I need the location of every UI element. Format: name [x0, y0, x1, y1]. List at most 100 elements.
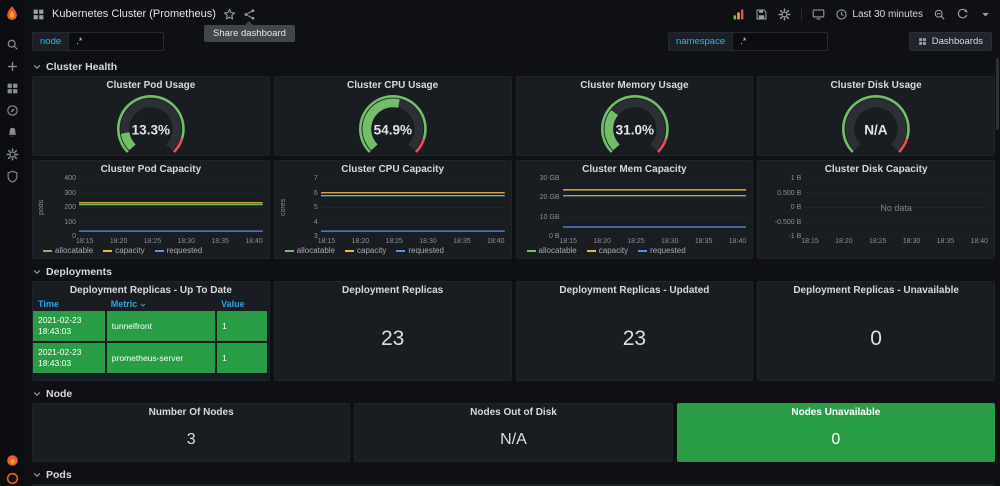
sidebar-item-dashboards[interactable]: [6, 82, 19, 95]
share-dashboard-button[interactable]: [243, 8, 256, 21]
panel-title[interactable]: Deployment Replicas - Unavailable: [793, 285, 959, 296]
time-range-picker[interactable]: Last 30 minutes: [835, 8, 923, 21]
stat-value: 0: [870, 326, 882, 350]
sidebar-item-explore[interactable]: [6, 104, 19, 117]
panel-title[interactable]: Cluster Disk Capacity: [824, 164, 928, 175]
panel-title[interactable]: Deployment Replicas - Updated: [559, 285, 710, 296]
panel-title[interactable]: Number Of Nodes: [148, 407, 234, 418]
table-cell-value: 1: [216, 311, 269, 344]
column-header-time[interactable]: Time: [38, 299, 59, 309]
navbar-actions: Last 30 minutes: [732, 7, 992, 21]
panel-title[interactable]: Cluster CPU Usage: [347, 80, 439, 91]
node-variable-input[interactable]: .*: [68, 32, 165, 51]
table-body: 2021-02-23 18:43:03 tunnelfront 1 2021-02-2…: [33, 311, 269, 376]
panel-title[interactable]: Cluster Pod Usage: [106, 80, 196, 91]
save-dashboard-button[interactable]: [755, 8, 768, 21]
row-title: Pods: [46, 468, 72, 481]
sidebar-item-server-admin[interactable]: [6, 170, 19, 183]
cycle-view-mode-button[interactable]: [812, 8, 825, 21]
panel-title[interactable]: Nodes Out of Disk: [470, 407, 557, 418]
user-avatar[interactable]: [6, 454, 19, 467]
sidebar-item-alerting[interactable]: [6, 126, 19, 139]
dashboards-button-label: Dashboards: [931, 36, 983, 47]
time-series-chart[interactable]: [563, 178, 747, 237]
chart-legend: allocatable capacity requested: [284, 246, 511, 255]
gauge-chart: 13.3%: [116, 95, 185, 153]
grafana-flame-icon: [7, 6, 17, 21]
row-deployments[interactable]: Deployments: [32, 263, 995, 280]
row-pods[interactable]: Pods: [32, 466, 995, 483]
sidebar-item-search[interactable]: [6, 38, 19, 51]
dashboards-quick-button[interactable]: Dashboards: [908, 32, 992, 51]
row-cluster-health[interactable]: Cluster Health: [32, 58, 995, 75]
time-range-label: Last 30 minutes: [852, 8, 923, 20]
y-axis-tick: 7: [313, 175, 318, 182]
refresh-button[interactable]: [956, 8, 969, 21]
caret-down-icon: [982, 12, 989, 17]
column-header-metric[interactable]: Metric: [106, 297, 216, 311]
panel-number-of-nodes: Number Of Nodes 3: [32, 403, 351, 462]
legend-item-allocatable[interactable]: allocatable: [526, 246, 577, 255]
row-node[interactable]: Node: [32, 385, 995, 402]
time-series-chart[interactable]: [804, 178, 988, 237]
legend-item-capacity[interactable]: capacity: [586, 246, 628, 255]
x-axis-tick: 18:30: [661, 238, 679, 245]
chevron-down-icon: [33, 391, 41, 396]
star-dashboard-button[interactable]: [223, 7, 236, 21]
table-cell-time: 2021-02-23 18:43:03: [33, 311, 107, 344]
panel-title[interactable]: Cluster Mem Capacity: [582, 164, 687, 175]
y-axis-tick: -0.500 B: [774, 218, 802, 226]
deployments-row: Deployment Replicas - Up To Date Time Me…: [32, 281, 995, 381]
panel-title[interactable]: Deployment Replicas: [342, 285, 444, 296]
stat-value: 3: [186, 431, 196, 448]
refresh-interval-dropdown[interactable]: [979, 8, 992, 21]
legend-item-allocatable[interactable]: allocatable: [43, 246, 93, 255]
sidebar-bottom: [0, 454, 24, 485]
row-title: Deployments: [46, 265, 112, 278]
x-axis-ticks: 18:15 18:20 18:25 18:30 18:35 18:40: [76, 238, 263, 245]
sidebar-item-create[interactable]: [6, 60, 19, 73]
legend-item-capacity[interactable]: capacity: [103, 246, 145, 255]
panel-cluster-pod-usage: Cluster Pod Usage 13.3%: [32, 76, 270, 156]
row-title: Cluster Health: [46, 60, 118, 73]
y-axis-tick: 400: [64, 175, 76, 182]
zoom-out-button[interactable]: [933, 8, 946, 21]
chart-legend: allocatable capacity requested: [43, 246, 269, 255]
gear-icon: [778, 7, 791, 21]
panel-title[interactable]: Cluster Disk Usage: [830, 80, 922, 91]
y-axis-ticks: 400 300 200 100 0: [46, 175, 79, 240]
plus-icon: [7, 62, 17, 71]
column-header-value[interactable]: Value: [221, 299, 245, 309]
sidebar-item-help[interactable]: [6, 472, 19, 485]
legend-item-requested[interactable]: requested: [396, 246, 444, 255]
x-axis-tick: 18:35: [453, 238, 471, 245]
table-row[interactable]: 2021-02-23 18:43:03 prometheus-server 1: [33, 342, 269, 376]
legend-item-allocatable[interactable]: allocatable: [284, 246, 335, 255]
submenu: node .* namespace .* Dashboards: [24, 28, 1000, 55]
panel-title[interactable]: Cluster Memory Usage: [580, 80, 689, 91]
legend-item-requested[interactable]: requested: [638, 246, 686, 255]
gauge-chart: 31.0%: [600, 95, 669, 153]
table-row[interactable]: 2021-02-23 18:43:03 tunnelfront 1: [33, 311, 269, 344]
legend-item-capacity[interactable]: capacity: [345, 246, 386, 255]
help-icon: [6, 472, 18, 485]
svg-text:13.3%: 13.3%: [132, 122, 170, 137]
grafana-logo[interactable]: [3, 5, 21, 23]
panel-title[interactable]: Cluster CPU Capacity: [341, 164, 445, 175]
dashboard-settings-button[interactable]: [778, 7, 791, 21]
x-axis-tick: 18:40: [970, 238, 988, 245]
sidebar-item-configuration[interactable]: [5, 148, 19, 161]
x-axis-tick: 18:40: [728, 238, 747, 245]
add-panel-button[interactable]: [732, 8, 745, 21]
scrollbar-thumb[interactable]: [996, 58, 999, 130]
namespace-variable-input[interactable]: .*: [732, 32, 829, 51]
panel-title[interactable]: Deployment Replicas - Up To Date: [69, 285, 232, 296]
share-icon: [244, 8, 255, 20]
legend-item-requested[interactable]: requested: [154, 246, 202, 255]
panel-title[interactable]: Cluster Pod Capacity: [100, 164, 202, 175]
time-series-chart[interactable]: [321, 178, 505, 237]
chevron-down-icon: [33, 64, 41, 69]
dashboard-title[interactable]: Kubernetes Cluster (Prometheus): [52, 8, 216, 20]
time-series-chart[interactable]: [79, 178, 263, 237]
panel-title[interactable]: Nodes Unavailable: [791, 407, 881, 418]
